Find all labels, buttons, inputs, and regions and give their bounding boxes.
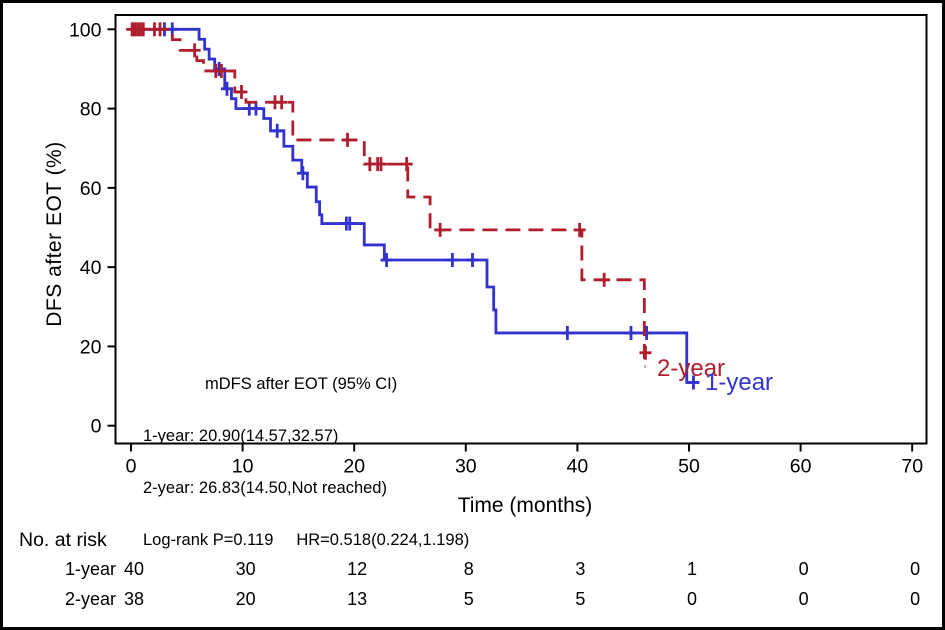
x-axis-title: Time (months) <box>457 494 593 517</box>
y-tick-label: 0 <box>91 416 102 438</box>
x-tick-label: 60 <box>790 456 812 478</box>
y-axis-title: DFS after EOT (%) <box>43 141 66 327</box>
km-chart-canvas: 0 10 20 30 40 50 60 70 0 20 40 60 80 100 <box>69 14 928 478</box>
at-risk-value-2-year-m50: 0 <box>686 589 697 609</box>
y-tick-label: 40 <box>80 257 102 279</box>
y-tick-label: 80 <box>80 99 102 121</box>
annotation-logrank-hr: Log-rank P=0.119 HR=0.518(0.224,1.198) <box>143 531 470 550</box>
curve-label-1-year: 1-year <box>705 369 774 396</box>
at-risk-value-1-year-m60: 0 <box>798 559 809 579</box>
at-risk-heading: No. at risk <box>19 529 107 551</box>
at-risk-value-2-year-m20: 13 <box>347 589 368 609</box>
at-risk-value-2-year-m0: 38 <box>123 589 145 609</box>
curve-label-2-year: 2-year <box>657 355 726 382</box>
at-risk-value-1-year-m30: 8 <box>463 559 474 579</box>
x-tick-label: 50 <box>678 456 700 478</box>
annotation-title: mDFS after EOT (95% CI) <box>205 374 398 393</box>
at-risk-value-2-year-m70: 0 <box>910 589 921 609</box>
x-tick-label: 70 <box>901 456 923 478</box>
at-risk-row-label-1-year: 1-year <box>64 559 116 579</box>
x-tick-label: 40 <box>567 456 589 478</box>
at-risk-value-1-year-m20: 12 <box>347 559 368 579</box>
y-tick-label: 60 <box>80 178 102 200</box>
at-risk-value-1-year-m0: 40 <box>123 559 145 579</box>
x-tick-label: 10 <box>232 456 254 478</box>
x-tick-label: 0 <box>126 456 137 478</box>
y-tick-label: 100 <box>69 19 102 41</box>
annotation-mdfs-2year: 2-year: 26.83(14.50,Not reached) <box>143 479 387 498</box>
km-curve-2-year <box>131 27 646 369</box>
annotation-mdfs-1year: 1-year: 20.90(14.57,32.57) <box>143 427 339 446</box>
stats-annotation: mDFS after EOT (95% CI) 1-year: 20.90(14… <box>143 341 469 585</box>
km-curve-1-year <box>131 27 700 384</box>
at-risk-value-2-year-m30: 5 <box>463 589 474 609</box>
y-tick-label: 20 <box>80 336 102 358</box>
x-tick-label: 30 <box>455 456 477 478</box>
at-risk-value-2-year-m60: 0 <box>798 589 809 609</box>
at-risk-value-1-year-m70: 0 <box>910 559 921 579</box>
at-risk-value-1-year-m10: 30 <box>235 559 256 579</box>
x-tick-label: 20 <box>343 456 365 478</box>
at-risk-value-2-year-m10: 20 <box>235 589 256 609</box>
at-risk-value-1-year-m40: 3 <box>575 559 586 579</box>
at-risk-row-label-2-year: 2-year <box>64 589 116 609</box>
plot-frame <box>114 14 928 445</box>
at-risk-value-1-year-m50: 1 <box>686 559 697 579</box>
at-risk-value-2-year-m40: 5 <box>575 589 586 609</box>
